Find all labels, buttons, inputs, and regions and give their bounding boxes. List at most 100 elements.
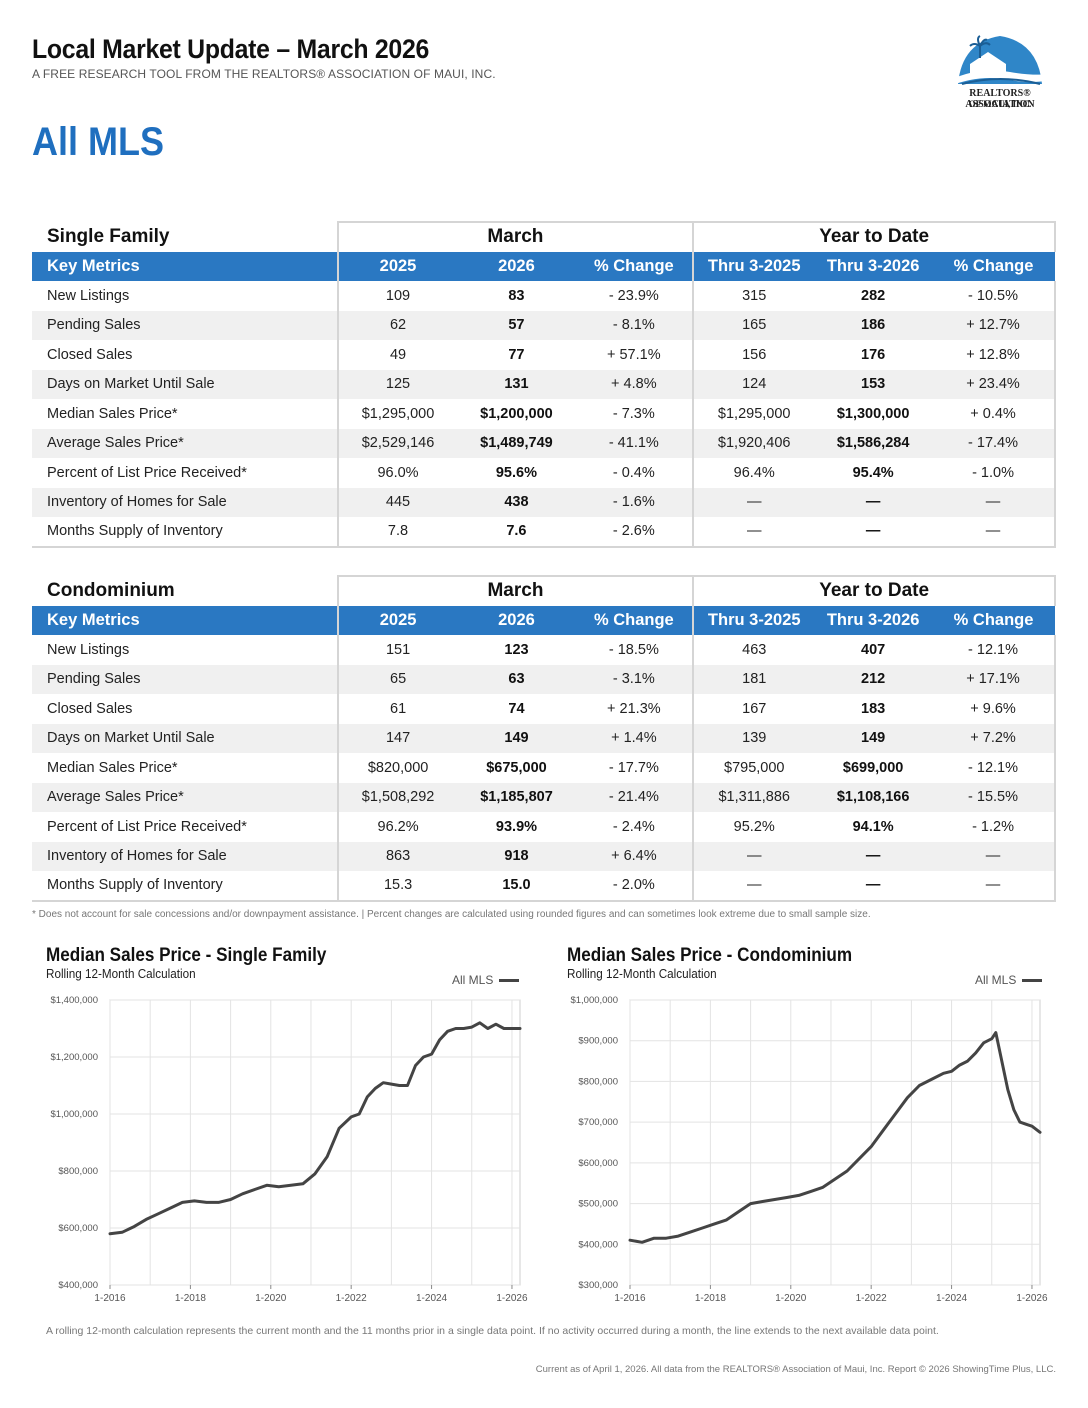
table-row: Percent of List Price Received* 96.0% 95.6… [32, 458, 1056, 488]
metric-label: Average Sales Price* [32, 782, 338, 812]
data-credit: Current as of April 1, 2026. All data fr… [535, 1364, 1056, 1375]
table-row: Inventory of Homes for Sale 863 918 + 6.4% —… [32, 841, 1056, 871]
chart-subtitle: Rolling 12-Month Calculation [46, 966, 196, 981]
table-row: New Listings 109 83 - 23.9% 315 282 - 10.5% [32, 281, 1056, 311]
section-title: Condominium [47, 579, 175, 601]
metric-label: Days on Market Until Sale [32, 369, 338, 399]
metric-value: 96.2% [336, 812, 458, 842]
metric-value: 165 [692, 310, 815, 340]
metric-value: — [814, 841, 933, 871]
metric-value: 49 [336, 340, 458, 370]
metric-label: Pending Sales [32, 310, 338, 340]
metric-value: - 41.1% [575, 428, 694, 458]
col-header: 2026 [457, 605, 576, 635]
col-header: Key Metrics [32, 251, 338, 281]
metric-value: 95.2% [692, 812, 815, 842]
metric-value: 139 [692, 723, 815, 753]
metric-value: - 3.1% [575, 664, 694, 694]
metric-value: 61 [336, 694, 458, 724]
chart-legend: All MLS [452, 973, 520, 987]
metric-value: 149 [814, 723, 933, 753]
col-header: 2026 [457, 251, 576, 281]
table-row: Days on Market Until Sale 125 131 + 4.8% 124… [32, 369, 1056, 399]
metric-value: 918 [457, 841, 576, 871]
metric-value: 83 [508, 287, 525, 304]
metric-value: - 1.2% [932, 812, 1056, 842]
metric-value: + 57.1% [607, 346, 661, 363]
table-row: Closed Sales 49 77 + 57.1% 156 176 + 12.8% [32, 340, 1056, 370]
metric-value: — [932, 841, 1056, 871]
y-tick-label: $800,000 [578, 1076, 618, 1087]
metric-value: 149 [457, 723, 576, 753]
column-header-row: Key Metrics 2025 2026 % Change Thru 3-20… [32, 605, 1055, 635]
y-tick-label: $1,400,000 [50, 995, 98, 1006]
metric-value: — [692, 871, 815, 902]
metric-value: 282 [861, 287, 886, 304]
col-header: 2025 [336, 251, 458, 281]
metric-label: New Listings [47, 641, 130, 658]
col-header: % Change [575, 251, 694, 281]
metric-value: $1,295,000 [336, 399, 458, 429]
metric-value: $1,295,000 [692, 399, 815, 429]
metric-value: - 12.1% [932, 753, 1056, 783]
metric-value: — [814, 487, 933, 517]
metric-value: 94.1% [852, 818, 894, 835]
metric-label: Median Sales Price* [47, 759, 178, 776]
metric-value: $1,300,000 [836, 405, 910, 422]
report-header: Local Market Update – March 2026 A FREE … [32, 34, 496, 81]
legend-line-icon [1022, 978, 1043, 982]
metric-value: - 7.3% [612, 405, 655, 422]
table-row: Median Sales Price* $820,000 $675,000 - 17.… [32, 753, 1056, 783]
metric-value: — [814, 517, 933, 548]
median-price-single-family-chart: $400,000 $600,000 $800,000 $1,000,000 $1,200… [50, 995, 528, 1304]
x-tick-label: 1-2016 [614, 1293, 646, 1304]
metric-value: 62 [336, 310, 458, 340]
col-header: % Change [932, 251, 1055, 281]
metric-value: 463 [692, 635, 815, 665]
y-tick-label: $700,000 [578, 1117, 618, 1128]
col-header: Key Metrics [32, 605, 338, 635]
metric-value: - 2.6% [575, 517, 694, 548]
metric-value: - 12.1% [932, 635, 1056, 665]
y-tick-label: $400,000 [58, 1280, 98, 1291]
metric-value: 74 [508, 700, 525, 717]
metric-label: Percent of List Price Received* [47, 818, 247, 835]
group-ytd: Year to Date [692, 221, 1056, 252]
metric-value: 407 [861, 641, 886, 658]
metric-value: 131 [457, 369, 576, 399]
table-row: Median Sales Price* $1,295,000 $1,200,000 -… [32, 399, 1056, 429]
col-header: Thru 3-2026 [814, 605, 933, 635]
chart-title: Median Sales Price - Condominium [567, 945, 853, 966]
logo-text-line1: REALTORS® ASSOCIATION [965, 88, 1035, 110]
metric-value: + 7.2% [932, 723, 1056, 753]
median-price-condominium-chart: $300,000 $400,000 $500,000 $600,000 $700,000… [570, 995, 1048, 1304]
metric-value: 124 [692, 369, 815, 399]
report-subtitle: A FREE RESEARCH TOOL FROM THE REALTORS® … [32, 67, 496, 81]
metric-value: $1,108,166 [814, 782, 933, 812]
group-month: March [336, 221, 694, 252]
metric-value: 181 [692, 664, 815, 694]
metric-value: 863 [336, 841, 458, 871]
table-footnote: * Does not account for sale concessions … [32, 909, 871, 920]
y-tick-label: $600,000 [58, 1223, 98, 1234]
metric-label: Closed Sales [47, 346, 133, 363]
metric-value: $1,200,000 [480, 405, 553, 422]
col-header: Thru 3-2026 [814, 251, 933, 281]
table-row: New Listings 151 123 - 18.5% 463 407 - 12.1% [32, 635, 1056, 665]
metric-label: Inventory of Homes for Sale [32, 841, 338, 871]
col-header: 2025 [336, 605, 458, 635]
metric-value: + 21.3% [607, 700, 661, 717]
metric-label: Months Supply of Inventory [32, 517, 338, 548]
area-title: All MLS [32, 120, 165, 164]
chart-subtitle: Rolling 12-Month Calculation [567, 966, 717, 981]
metric-value: — [932, 871, 1056, 902]
metric-value: 176 [861, 346, 886, 363]
metric-value: — [692, 841, 815, 871]
metric-value: + 12.7% [932, 310, 1056, 340]
y-tick-label: $1,000,000 [570, 995, 618, 1006]
table-row: Average Sales Price* $1,508,292 $1,185,807… [32, 782, 1056, 812]
metric-value: + 0.4% [932, 399, 1056, 429]
x-tick-label: 1-2020 [255, 1293, 287, 1304]
metric-value: — [932, 517, 1056, 548]
metric-label: Months Supply of Inventory [32, 871, 338, 902]
